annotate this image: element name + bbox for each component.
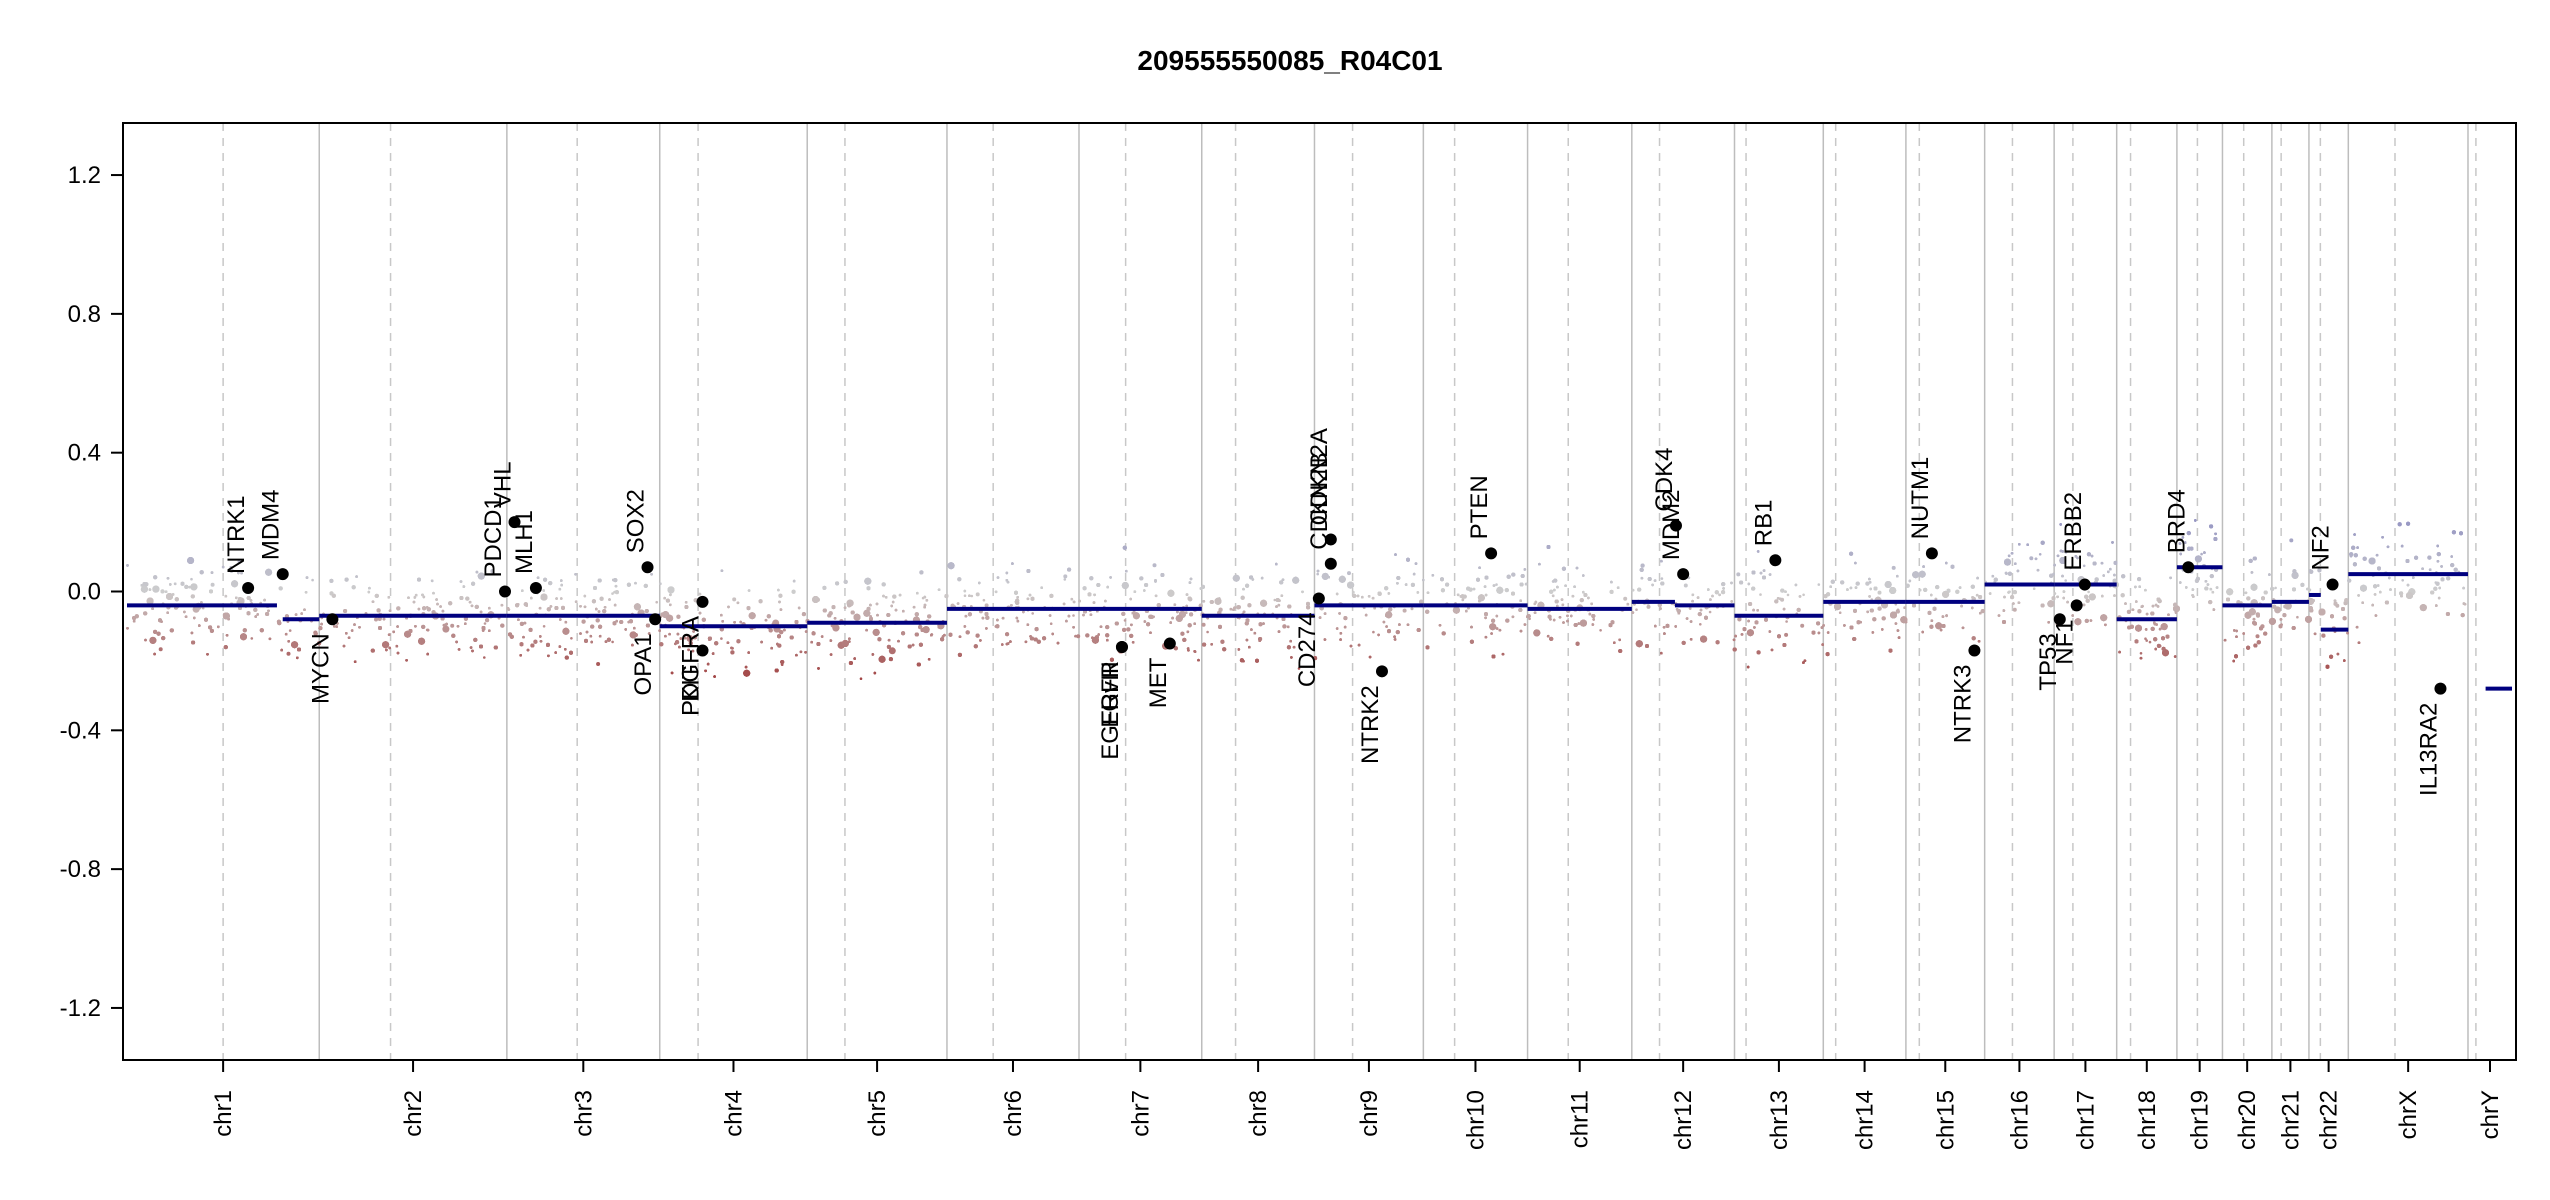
probe-point (611, 592, 614, 595)
probe-point (2038, 553, 2042, 556)
probe-point (1372, 630, 1375, 634)
probe-point (2296, 615, 2299, 619)
probe-point (2082, 564, 2086, 568)
probe-point (1402, 608, 1407, 613)
probe-point (1759, 593, 1762, 596)
probe-point (720, 637, 723, 640)
probe-point (2255, 634, 2260, 639)
probe-point (686, 635, 694, 642)
chart-title: 209555550085_R04C01 (1137, 45, 1442, 76)
probe-point (1786, 593, 1790, 597)
probe-point (2274, 586, 2277, 590)
probe-point (201, 606, 205, 610)
probe-point (286, 651, 291, 656)
probe-point (442, 625, 450, 633)
probe-point (1123, 619, 1127, 622)
probe-point (963, 594, 967, 597)
probe-point (2064, 579, 2067, 582)
probe-point (570, 637, 573, 640)
probe-point (311, 578, 314, 582)
probe-point (483, 656, 486, 659)
probe-point (859, 677, 863, 680)
probe-point (982, 598, 986, 602)
probe-point (655, 600, 658, 604)
probe-points (126, 519, 2467, 680)
probe-point (1031, 612, 1034, 615)
probe-point (732, 597, 737, 602)
probe-point (1736, 572, 1741, 577)
probe-point (1495, 583, 1498, 586)
probe-point (2139, 652, 2143, 655)
probe-point (1076, 634, 1081, 639)
probe-point (1817, 583, 1821, 586)
probe-point (1063, 578, 1067, 581)
probe-point (1206, 630, 1209, 634)
probe-point (596, 662, 601, 666)
probe-point (2289, 538, 2294, 543)
probe-point (2148, 640, 2152, 644)
probe-point (2032, 587, 2036, 590)
probe-point (1297, 667, 1301, 670)
probe-point (288, 629, 292, 632)
probe-point (1273, 598, 1277, 602)
probe-point (1785, 620, 1788, 623)
probe-point (1699, 623, 1702, 626)
probe-point (1152, 563, 1157, 568)
probe-point (1072, 614, 1075, 617)
probe-point (1891, 565, 1896, 570)
probe-point (1660, 577, 1664, 580)
probe-point (984, 603, 989, 608)
probe-point (888, 647, 896, 655)
probe-point (1646, 604, 1651, 609)
probe-point (2274, 606, 2282, 614)
probe-point (1802, 593, 1805, 597)
probe-point (2200, 552, 2203, 556)
probe-point (1838, 611, 1842, 614)
probe-point (1708, 610, 1712, 614)
probe-point (1528, 617, 1531, 621)
probe-point (190, 577, 193, 581)
probe-point (483, 622, 487, 625)
probe-point (542, 625, 546, 628)
probe-point (250, 637, 254, 640)
probe-point (2401, 579, 2404, 582)
probe-point (1049, 622, 1053, 625)
probe-point (1635, 608, 1638, 611)
probe-point (1877, 590, 1882, 595)
probe-point (975, 592, 980, 597)
probe-point (1800, 623, 1805, 628)
probe-point (2087, 590, 2090, 594)
probe-point (1623, 596, 1628, 601)
probe-point (2144, 637, 2147, 640)
probe-point (970, 594, 974, 598)
probe-point (237, 559, 242, 564)
probe-point (450, 623, 455, 628)
probe-point (374, 617, 378, 622)
probe-point (210, 582, 215, 587)
probe-point (1063, 574, 1068, 579)
probe-point (1316, 572, 1319, 576)
probe-point (1201, 622, 1206, 627)
probe-point (1683, 583, 1688, 588)
probe-point (611, 640, 614, 644)
probe-point (2029, 556, 2034, 561)
probe-point (1347, 571, 1351, 576)
probe-point (1599, 629, 1602, 632)
probe-point (2012, 607, 2017, 612)
probe-point (158, 647, 163, 652)
probe-point (1784, 632, 1789, 637)
probe-point (2145, 639, 2148, 642)
chromosome-grid (222, 123, 2477, 1060)
